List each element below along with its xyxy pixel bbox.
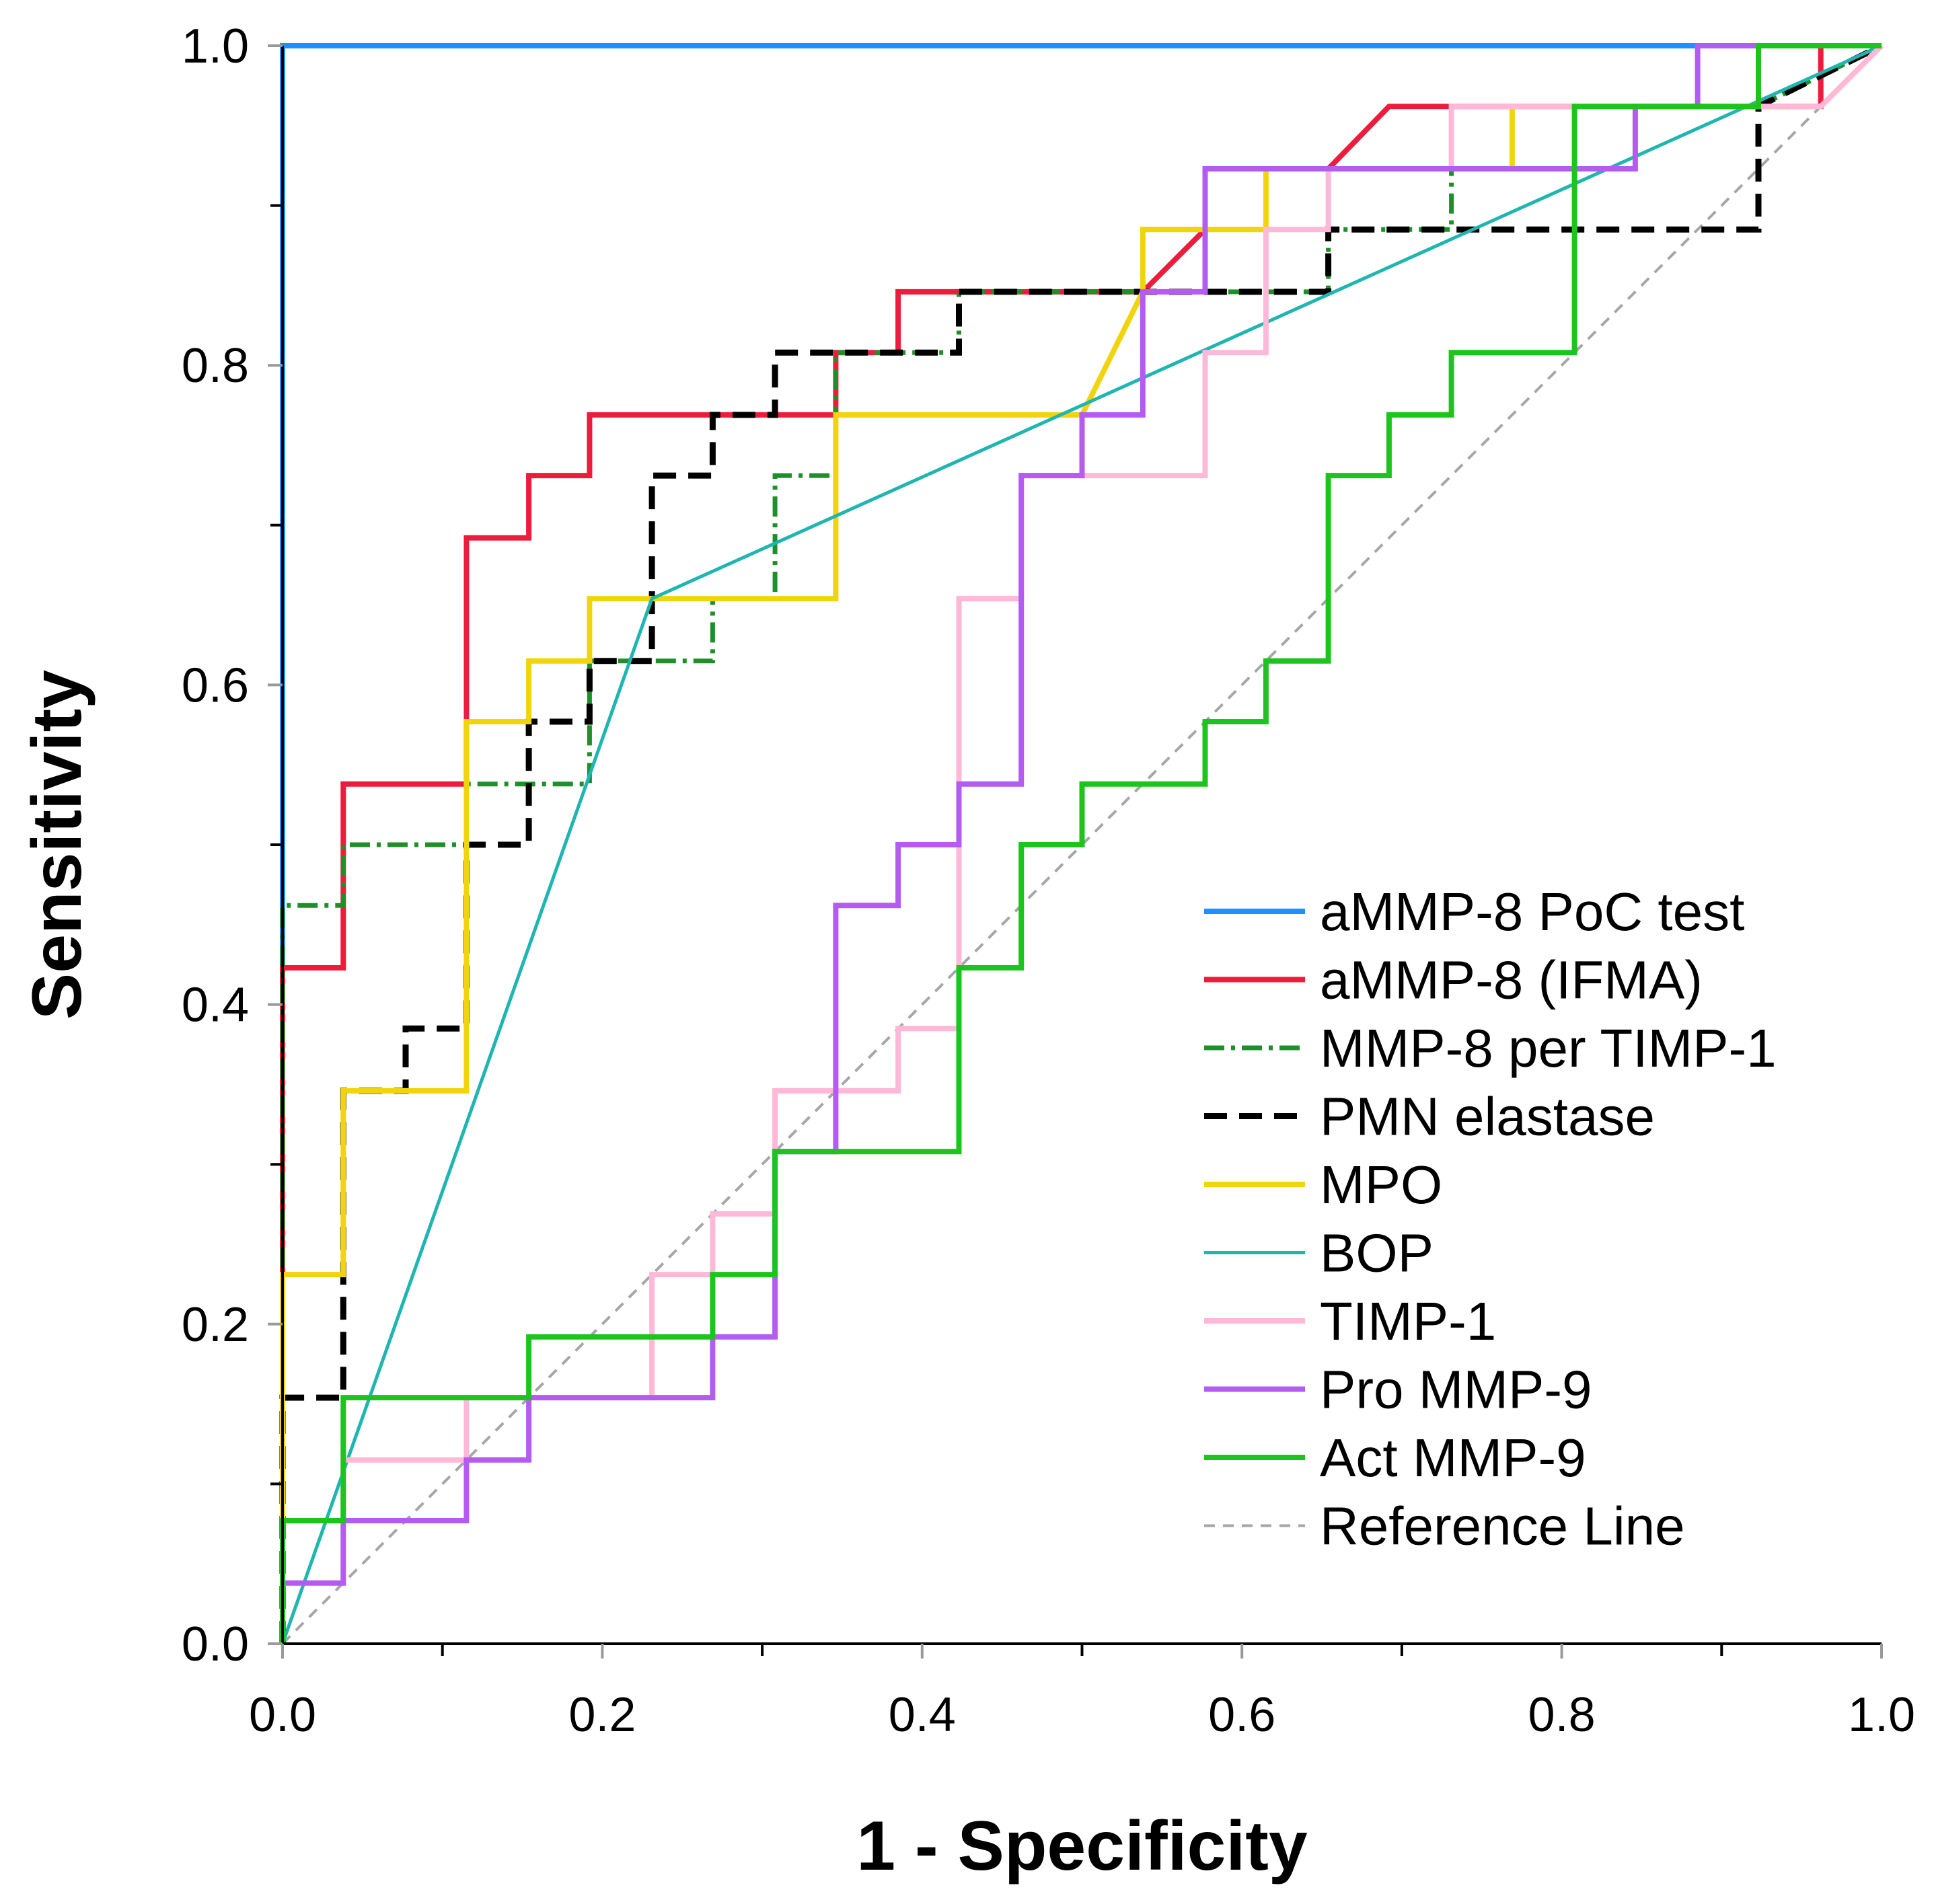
y-tick-label: 0.0 xyxy=(182,1617,249,1671)
x-tick-label: 0.8 xyxy=(1528,1688,1596,1742)
roc-curve-timp-1 xyxy=(280,44,1884,1644)
roc-curve-bop xyxy=(281,44,1883,1644)
x-tick-label: 0.6 xyxy=(1208,1688,1275,1742)
x-tick-label: 0.2 xyxy=(568,1688,636,1742)
legend-label: Reference Line xyxy=(1320,1496,1685,1556)
axis-ticks: 0.0 0.2 0.4 0.6 0.8 1.0 0.0 0.2 0.4 0.6 0.8 1.0 xyxy=(182,20,1915,1742)
x-tick-label: 1.0 xyxy=(1848,1688,1915,1742)
legend-label: MMP-8 per TIMP-1 xyxy=(1320,1018,1777,1078)
roc-curve-act-mmp-9 xyxy=(280,43,1882,1644)
legend: aMMP-8 PoC test aMMP-8 (IFMA) MMP-8 per TI… xyxy=(1204,882,1777,1556)
legend-label: MPO xyxy=(1320,1155,1442,1215)
legend-label: aMMP-8 (IFMA) xyxy=(1320,950,1703,1010)
legend-label: Act MMP-9 xyxy=(1320,1428,1586,1488)
x-axis-title: 1 - Specificity xyxy=(856,1807,1308,1885)
legend-label: PMN elastase xyxy=(1320,1087,1655,1147)
y-axis-title: Sensitivity xyxy=(18,670,96,1020)
legend-label: Pro MMP-9 xyxy=(1320,1360,1592,1420)
y-tick-label: 0.2 xyxy=(182,1298,249,1352)
y-tick-label: 1.0 xyxy=(182,20,249,73)
x-tick-label: 0.0 xyxy=(249,1688,316,1742)
y-tick-label: 0.4 xyxy=(182,979,249,1032)
roc-curve-pro-mmp-9 xyxy=(280,43,1882,1644)
y-tick-label: 0.6 xyxy=(182,658,249,712)
roc-curves xyxy=(279,42,1884,1645)
x-tick-label: 0.4 xyxy=(889,1688,956,1742)
legend-label: BOP xyxy=(1320,1223,1434,1283)
legend-label: aMMP-8 PoC test xyxy=(1320,882,1744,942)
legend-label: TIMP-1 xyxy=(1320,1291,1496,1351)
y-tick-label: 0.8 xyxy=(182,339,249,393)
